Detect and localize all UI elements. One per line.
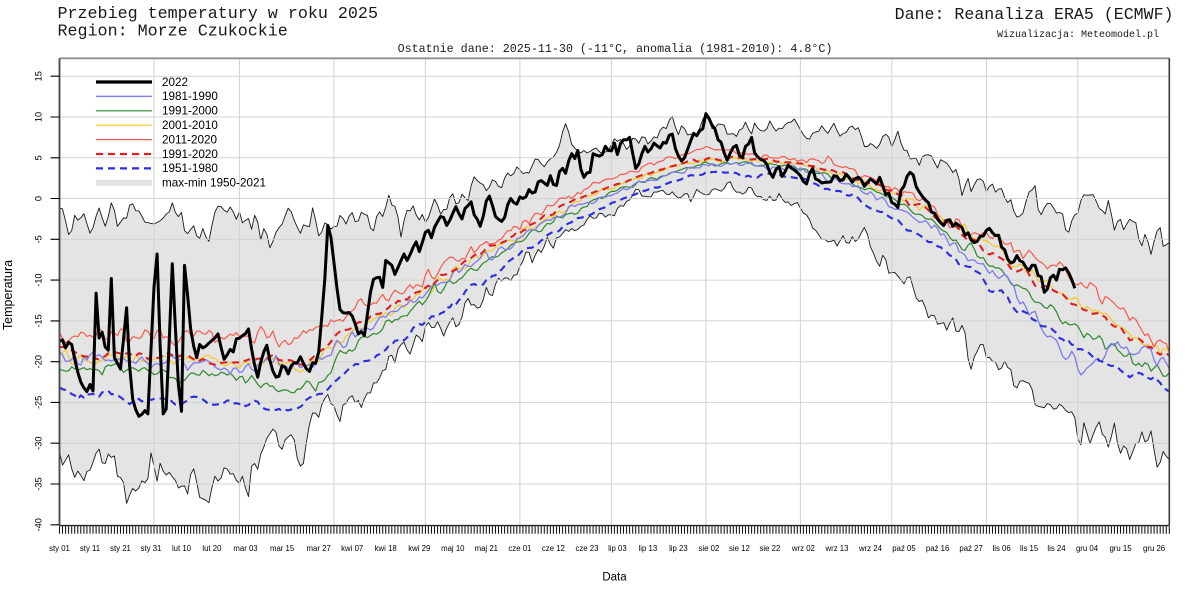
svg-text:lip 03: lip 03 <box>608 544 627 553</box>
svg-text:paź 16: paź 16 <box>926 544 949 553</box>
svg-text:maj 10: maj 10 <box>441 544 465 553</box>
svg-text:lis 06: lis 06 <box>992 544 1010 553</box>
svg-text:paź 27: paź 27 <box>959 544 982 553</box>
svg-text:kwi 18: kwi 18 <box>375 544 397 553</box>
svg-text:gru 15: gru 15 <box>1109 544 1132 553</box>
svg-text:Wizualizacja: Meteomodel.pl: Wizualizacja: Meteomodel.pl <box>997 29 1159 41</box>
svg-text:Data: Data <box>602 572 627 584</box>
svg-text:cze 23: cze 23 <box>576 544 599 553</box>
svg-text:Region: Morze Czukockie: Region: Morze Czukockie <box>58 23 288 42</box>
svg-text:5: 5 <box>34 155 44 160</box>
svg-text:1981-1990: 1981-1990 <box>162 90 218 103</box>
svg-text:cze 12: cze 12 <box>542 544 565 553</box>
svg-text:wrz 24: wrz 24 <box>858 544 883 553</box>
svg-text:gru 26: gru 26 <box>1143 544 1165 553</box>
svg-text:-25: -25 <box>34 396 44 409</box>
svg-text:Dane: Reanaliza ERA5 (ECMWF): Dane: Reanaliza ERA5 (ECMWF) <box>895 5 1174 24</box>
svg-text:mar 27: mar 27 <box>307 544 331 553</box>
svg-text:-30: -30 <box>34 437 44 450</box>
svg-text:0: 0 <box>34 196 44 201</box>
svg-text:-15: -15 <box>34 314 44 327</box>
svg-text:lut 20: lut 20 <box>202 544 222 553</box>
svg-text:Ostatnie dane: 2025-11-30 (-11: Ostatnie dane: 2025-11-30 (-11°C, anomal… <box>398 42 833 56</box>
svg-text:10: 10 <box>34 112 44 122</box>
svg-text:sie 02: sie 02 <box>698 544 719 553</box>
svg-text:-5: -5 <box>34 235 44 243</box>
svg-text:lis 24: lis 24 <box>1047 544 1066 553</box>
svg-text:Przebieg temperatury w roku 20: Przebieg temperatury w roku 2025 <box>58 5 378 24</box>
svg-text:15: 15 <box>34 71 44 81</box>
svg-text:2022: 2022 <box>162 76 188 89</box>
svg-text:-20: -20 <box>34 355 44 368</box>
svg-text:-40: -40 <box>34 518 44 531</box>
svg-text:lip 23: lip 23 <box>669 544 688 553</box>
svg-text:sty 11: sty 11 <box>80 544 100 553</box>
svg-text:2001-2010: 2001-2010 <box>162 119 218 132</box>
svg-text:lip 13: lip 13 <box>639 544 658 553</box>
svg-text:sty 31: sty 31 <box>141 544 162 553</box>
svg-text:mar 15: mar 15 <box>270 544 295 553</box>
svg-text:maj 21: maj 21 <box>475 544 498 553</box>
svg-text:lut 10: lut 10 <box>172 544 192 553</box>
svg-text:max-min 1950-2021: max-min 1950-2021 <box>162 177 266 190</box>
svg-text:1991-2020: 1991-2020 <box>162 148 218 161</box>
svg-text:sty 01: sty 01 <box>49 544 70 553</box>
svg-text:kwi 29: kwi 29 <box>408 544 430 553</box>
svg-text:mar 03: mar 03 <box>233 544 257 553</box>
svg-text:-35: -35 <box>34 477 44 490</box>
svg-text:wrz 02: wrz 02 <box>791 544 815 553</box>
svg-text:wrz 13: wrz 13 <box>825 544 849 553</box>
svg-text:cze 01: cze 01 <box>508 544 531 553</box>
svg-text:kwi 07: kwi 07 <box>341 544 363 553</box>
svg-text:2011-2020: 2011-2020 <box>162 133 218 146</box>
svg-text:sty 21: sty 21 <box>110 544 131 553</box>
svg-text:-10: -10 <box>34 273 44 286</box>
svg-text:paź 05: paź 05 <box>892 544 916 553</box>
svg-text:sie 22: sie 22 <box>759 544 780 553</box>
svg-text:gru 04: gru 04 <box>1076 544 1099 553</box>
svg-text:lis 15: lis 15 <box>1020 544 1039 553</box>
svg-text:1991-2000: 1991-2000 <box>162 105 218 118</box>
svg-text:sie 12: sie 12 <box>729 544 750 553</box>
svg-text:Temperatura: Temperatura <box>1 260 15 330</box>
svg-text:1951-1980: 1951-1980 <box>162 162 218 175</box>
